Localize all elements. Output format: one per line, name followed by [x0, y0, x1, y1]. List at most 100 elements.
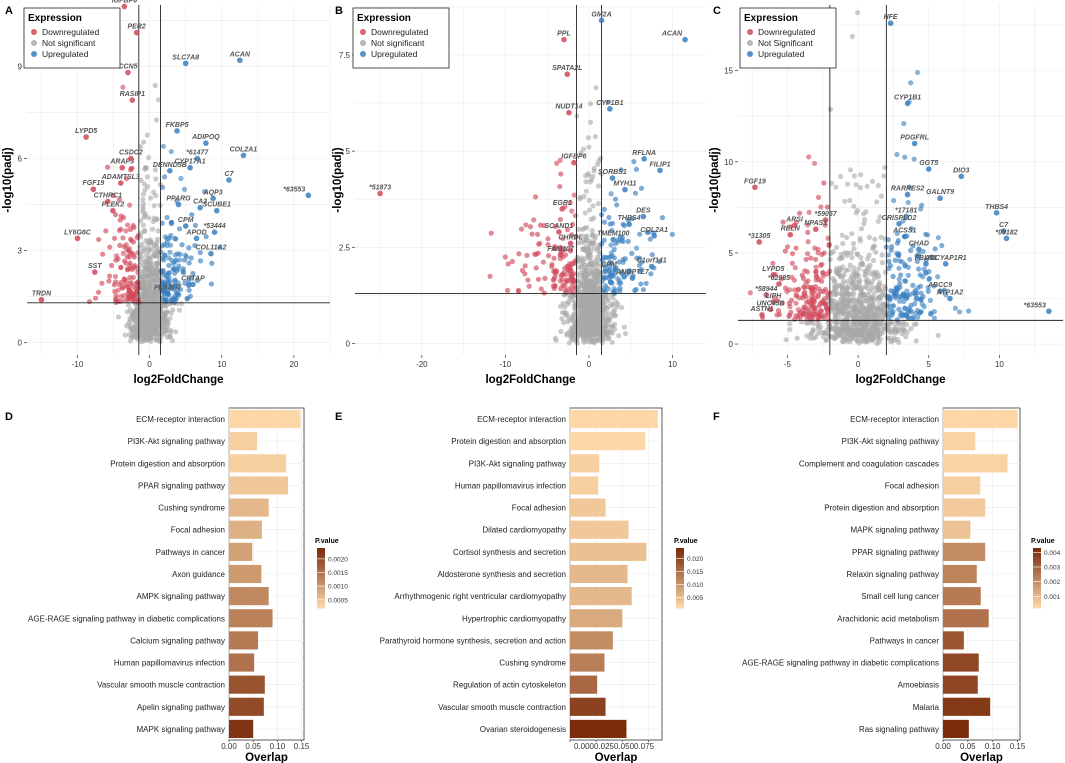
gene-point: [626, 221, 632, 228]
pathway-label: Protein digestion and absorption: [451, 437, 566, 446]
gene-point: [240, 152, 247, 159]
pathway-label: Vascular smooth muscle contraction: [97, 681, 225, 690]
scatter-point: [201, 189, 208, 195]
colorbar-tick-label: 0.0010: [328, 584, 348, 591]
scatter-point: [890, 273, 896, 280]
pathway-label: Human papillomavirus infection: [455, 481, 566, 490]
scatter-point: [135, 314, 141, 320]
pathway-bar: [570, 564, 628, 584]
pathway-label: Ovarian steroidogenesis: [480, 725, 566, 734]
colorbar-segment: [676, 556, 684, 559]
scatter-point: [541, 290, 547, 296]
scatter-point: [855, 309, 861, 316]
scatter-point: [811, 320, 817, 326]
scatter-point: [173, 236, 179, 242]
gene-point: [812, 226, 819, 233]
scatter-point: [913, 338, 919, 344]
gene-label: C7: [999, 222, 1009, 229]
scatter-point: [140, 209, 146, 215]
gene-point: [942, 261, 949, 267]
scatter-point: [554, 160, 560, 166]
scatter-point: [562, 246, 568, 253]
scatter-point: [850, 313, 856, 319]
pathway-bar: [570, 542, 647, 561]
pathway-label: Relaxin signaling pathway: [847, 570, 940, 579]
scatter-point: [159, 184, 166, 190]
scatter-point: [808, 316, 814, 323]
gene-label: FILIP1: [650, 161, 671, 168]
scatter-point: [113, 293, 119, 299]
gene-point: [187, 164, 193, 171]
scatter-point: [896, 276, 902, 282]
colorbar-segment: [1033, 596, 1041, 599]
scatter-point: [166, 262, 172, 269]
scatter-point: [603, 310, 609, 317]
scatter-point: [862, 217, 868, 223]
scatter-point: [107, 273, 113, 279]
scatter-point: [929, 254, 935, 260]
gene-point: [210, 195, 216, 202]
colorbar-segment: [1033, 562, 1041, 565]
scatter-point: [605, 99, 611, 105]
scatter-point: [149, 331, 155, 338]
scatter-point: [601, 287, 607, 293]
scatter-point: [604, 298, 611, 304]
colorbar-segment: [317, 588, 325, 591]
colorbar-segment: [317, 548, 325, 551]
scatter-point: [178, 286, 184, 293]
gene-label: ASTN1: [750, 306, 774, 313]
scatter-point: [841, 303, 847, 309]
pathway-bar: [229, 631, 259, 650]
scatter-point: [99, 280, 105, 286]
pathway-label: Small cell lung cancer: [861, 592, 939, 601]
scatter-point: [935, 235, 941, 241]
x-tick-label: 0: [587, 360, 592, 369]
scatter-point: [600, 336, 607, 342]
scatter-point: [157, 339, 163, 345]
scatter-point: [155, 97, 162, 103]
scatter-point: [159, 243, 166, 249]
scatter-point: [113, 279, 119, 285]
scatter-point: [587, 119, 594, 125]
pathway-bar: [229, 609, 273, 628]
scatter-point: [113, 212, 119, 218]
scatter-point: [175, 266, 181, 272]
scatter-point: [487, 273, 493, 279]
scatter-point: [877, 287, 884, 294]
scatter-point: [602, 275, 608, 281]
scatter-point: [585, 247, 592, 253]
scatter-point: [788, 297, 795, 303]
x-axis-title: Overlap: [960, 752, 1003, 763]
scatter-point: [789, 251, 796, 257]
scatter-point: [931, 315, 938, 321]
scatter-point: [112, 273, 119, 280]
scatter-point: [171, 294, 178, 300]
scatter-point: [603, 317, 609, 323]
scatter-point: [935, 274, 941, 280]
pathway-label: Parathyroid hormone synthesis, secretion…: [380, 636, 566, 645]
scatter-point: [146, 255, 153, 261]
gene-point: [175, 201, 182, 208]
colorbar-segment: [676, 584, 684, 587]
scatter-point: [515, 287, 522, 293]
scatter-point: [138, 177, 144, 183]
scatter-point: [805, 320, 811, 326]
scatter-point: [916, 266, 922, 272]
enrichment-panel-F: ECM-receptor interaction PI3K-Akt signali…: [713, 407, 1061, 763]
x-tick-label: 20: [289, 360, 298, 369]
scatter-point: [965, 308, 972, 314]
scatter-point: [620, 221, 626, 227]
scatter-point: [787, 321, 793, 327]
scatter-point: [875, 307, 882, 314]
scatter-point: [591, 328, 597, 334]
gene-label: CPM: [178, 217, 194, 224]
scatter-point: [519, 267, 526, 274]
scatter-point: [140, 196, 146, 203]
scatter-point: [131, 294, 137, 300]
scatter-point: [144, 132, 150, 138]
scatter-point: [838, 173, 844, 180]
scatter-point: [862, 273, 868, 279]
scatter-point: [872, 284, 879, 291]
scatter-point: [168, 221, 175, 227]
